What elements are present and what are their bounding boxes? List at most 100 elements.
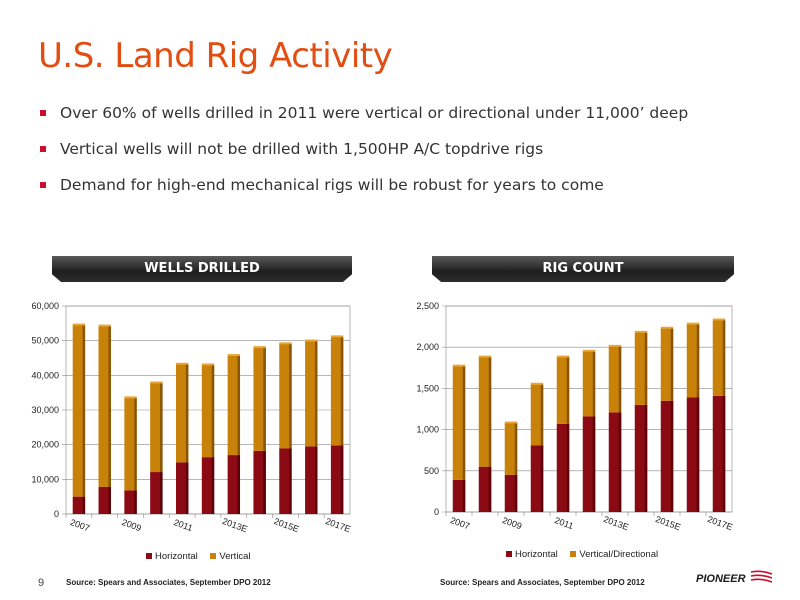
- bar-shade: [185, 364, 189, 463]
- bar-shade: [696, 324, 700, 398]
- bar-shade: [185, 462, 189, 514]
- bullet-text: Demand for high-end mechanical rigs will…: [60, 176, 604, 194]
- bar-horizontal-2009: [504, 474, 518, 512]
- y-tick-label: 2,000: [416, 342, 439, 352]
- bar-cap: [530, 382, 544, 385]
- bar-horizontal-2016E: [305, 446, 318, 514]
- source-right: Source: Spears and Associates, September…: [440, 578, 645, 587]
- bar-shade: [82, 325, 86, 497]
- bar-shade: [263, 450, 266, 514]
- bar-shade: [618, 412, 622, 512]
- bar-shade: [134, 397, 137, 491]
- bar-shade: [340, 336, 344, 446]
- bar-shade: [722, 320, 726, 396]
- x-tick-label: 2015E: [654, 514, 682, 532]
- bar-cap: [72, 323, 86, 326]
- bar-cap: [279, 342, 292, 345]
- rig-count-banner: RIG COUNT: [432, 256, 734, 282]
- bullet-item: Demand for high-end mechanical rigs will…: [40, 176, 688, 212]
- bar-horizontal-2014E: [253, 450, 266, 514]
- bullet-list: Over 60% of wells drilled in 2011 were v…: [40, 104, 688, 212]
- slide-title: U.S. Land Rig Activity: [38, 36, 393, 76]
- bar-cap: [660, 326, 674, 329]
- bar-shade: [211, 364, 215, 458]
- bar-shade: [488, 466, 492, 512]
- bar-shade: [108, 486, 111, 514]
- y-tick-label: 20,000: [31, 440, 59, 450]
- bar-horizontal-2008: [478, 466, 492, 512]
- bar-cap: [227, 354, 241, 357]
- bar-horizontal-2007: [452, 479, 466, 512]
- bar-vertical-2016E: [686, 324, 700, 398]
- wells-drilled-banner: WELLS DRILLED: [52, 256, 352, 282]
- bullet-square-icon: [40, 146, 46, 152]
- bar-horizontal-2017E: [330, 445, 344, 514]
- bar-shade: [644, 332, 648, 405]
- bar-shade: [263, 347, 266, 451]
- bar-shade: [540, 384, 544, 446]
- page-number: 9: [38, 577, 45, 589]
- bar-shade: [618, 346, 622, 413]
- bar-shade: [514, 474, 518, 512]
- bar-vertical-2012: [201, 364, 215, 458]
- bar-cap: [556, 355, 570, 358]
- bar-vertical-2010: [530, 384, 544, 446]
- bar-cap: [478, 355, 492, 358]
- bar-horizontal-2015E: [279, 448, 292, 514]
- bar-horizontal-2013E: [227, 455, 241, 514]
- bar-shade: [160, 472, 163, 514]
- bar-horizontal-2017E: [712, 395, 726, 512]
- bar-cap: [582, 349, 596, 352]
- legend-swatch: [506, 551, 512, 558]
- bar-vertical-2017E: [712, 320, 726, 396]
- bullet-item: Over 60% of wells drilled in 2011 were v…: [40, 104, 688, 140]
- bar-vertical-2007: [72, 325, 86, 497]
- bar-shade: [566, 357, 570, 424]
- bar-vertical-2013E: [608, 346, 622, 413]
- y-tick-label: 500: [424, 466, 439, 476]
- bar-cap: [634, 330, 648, 333]
- bar-vertical-2008: [98, 326, 111, 487]
- bar-vertical-2012: [582, 351, 596, 417]
- x-tick-label: 2017E: [706, 514, 734, 532]
- bar-vertical-2016E: [305, 341, 318, 447]
- bar-shade: [134, 490, 137, 514]
- bar-cap: [712, 318, 726, 321]
- bar-vertical-2015E: [279, 343, 292, 449]
- legend-label: Horizontal: [515, 549, 558, 560]
- bar-horizontal-2012: [201, 457, 215, 514]
- bar-shade: [314, 341, 318, 447]
- bar-horizontal-2014E: [634, 404, 648, 512]
- legend-label: Vertical/Directional: [579, 549, 659, 560]
- bullet-item: Vertical wells will not be drilled with …: [40, 140, 688, 176]
- y-tick-label: 1,000: [416, 425, 439, 435]
- bar-horizontal-2016E: [686, 397, 700, 512]
- legend-swatch: [210, 553, 217, 560]
- bar-vertical-2015E: [660, 328, 674, 401]
- bar-shade: [644, 404, 648, 512]
- y-tick-label: 0: [434, 507, 439, 517]
- bar-horizontal-2008: [98, 486, 111, 514]
- bar-horizontal-2013E: [608, 412, 622, 512]
- bar-horizontal-2009: [124, 490, 137, 514]
- bar-cap: [305, 339, 318, 342]
- bar-cap: [253, 346, 266, 349]
- bar-cap: [504, 421, 518, 424]
- wells-drilled-legend: Horizontal Vertical: [146, 551, 261, 562]
- bar-cap: [175, 362, 189, 365]
- bar-vertical-2014E: [253, 347, 266, 451]
- bar-shade: [488, 357, 492, 467]
- bar-horizontal-2012: [582, 416, 596, 512]
- bar-horizontal-2007: [72, 496, 86, 514]
- bar-vertical-2014E: [634, 332, 648, 405]
- bar-vertical-2008: [478, 357, 492, 467]
- y-tick-label: 30,000: [31, 405, 59, 415]
- bar-shade: [289, 448, 292, 514]
- bar-shade: [237, 455, 241, 514]
- bar-horizontal-2015E: [660, 400, 674, 512]
- x-tick-label: 2013E: [602, 514, 630, 532]
- y-tick-label: 40,000: [31, 370, 59, 380]
- bar-vertical-2009: [504, 423, 518, 475]
